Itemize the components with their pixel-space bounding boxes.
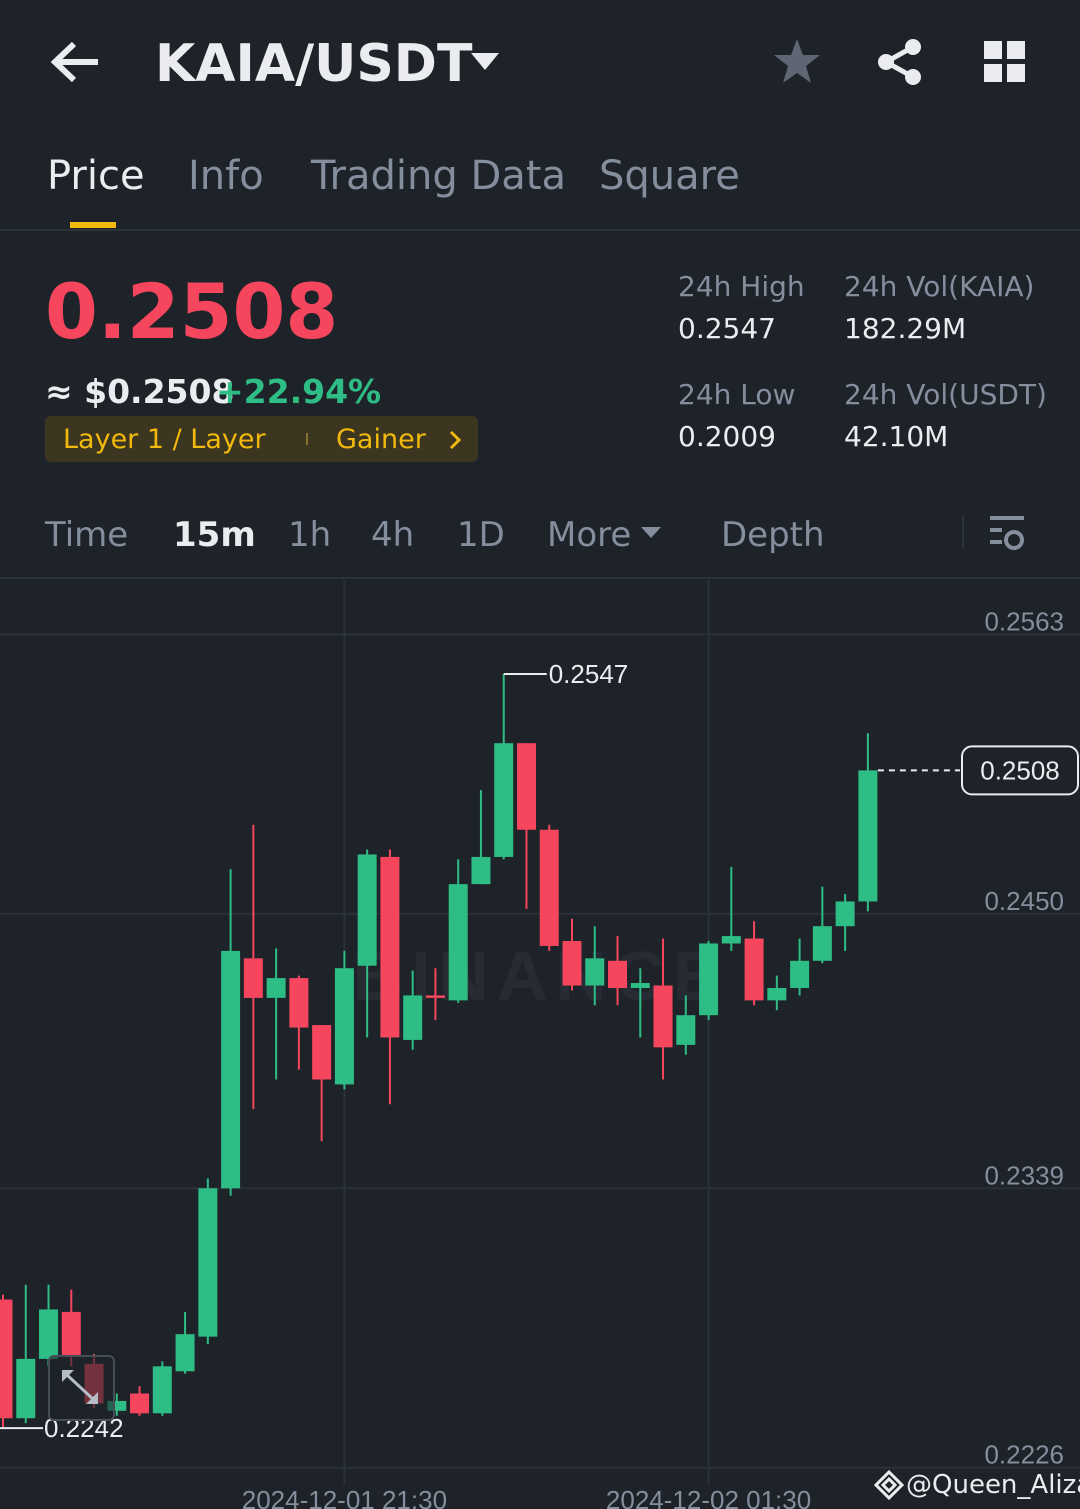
candle-body	[516, 743, 536, 830]
candle-body	[790, 960, 810, 988]
expand-icon	[62, 1370, 98, 1404]
candle-body	[289, 978, 309, 1028]
stat-value: 42.10M	[844, 420, 949, 453]
candle-body	[585, 958, 605, 986]
candle-body	[107, 1400, 127, 1411]
y-tick-label: 0.2226	[984, 1440, 1064, 1470]
y-tick-label: 0.2339	[984, 1160, 1064, 1190]
x-tick-label: 2024-12-02 01:30	[606, 1485, 811, 1509]
candle-body	[152, 1366, 172, 1414]
candle-body	[425, 995, 445, 998]
tag-separator	[306, 433, 308, 445]
stat-label: 24h Low	[678, 378, 796, 411]
interval[interactable]: Depth	[721, 515, 825, 555]
last-price-label: 0.2508	[980, 755, 1060, 785]
stat-value: 182.29M	[844, 312, 967, 345]
interval[interactable]: 1D	[457, 515, 505, 555]
candle-body	[653, 985, 673, 1048]
candle-body	[334, 968, 354, 1085]
candle-body	[539, 829, 559, 946]
credit-icon	[874, 1470, 904, 1500]
interval[interactable]: Time	[45, 515, 129, 555]
tab-indicator	[70, 222, 116, 228]
candle-body	[130, 1393, 150, 1414]
candlestick-chart: BINANCE 0.22260.23390.24500.25632024-12-…	[0, 580, 1080, 1509]
y-tick-label: 0.2563	[984, 606, 1064, 636]
candle-body	[198, 1188, 218, 1337]
interval[interactable]: 4h	[371, 515, 415, 555]
x-tick-label: 2024-12-01 21:30	[242, 1485, 447, 1509]
interval[interactable]: 15m	[173, 515, 256, 555]
last-price-tag	[961, 745, 1079, 796]
tag-box[interactable]	[45, 416, 478, 462]
candle-body	[767, 987, 787, 1001]
grid-icon[interactable]	[984, 41, 1026, 83]
stat-value: 0.2547	[678, 312, 776, 345]
max-label: 0.2547	[549, 659, 629, 689]
divider	[962, 515, 964, 549]
tag[interactable]: Layer 1 / Layer	[63, 424, 266, 455]
candle-body	[630, 983, 650, 988]
tab[interactable]: Price	[47, 153, 145, 199]
candle-body	[175, 1334, 195, 1372]
chart-settings-icon[interactable]	[988, 514, 1028, 554]
candle-body	[312, 1025, 332, 1080]
candle-body	[812, 926, 832, 961]
candle-body	[721, 936, 741, 944]
tab[interactable]: Square	[599, 153, 740, 199]
candle-body	[471, 856, 491, 885]
y-tick-label: 0.2450	[984, 886, 1064, 916]
candle-body	[744, 938, 764, 1001]
candle-body	[448, 884, 468, 1001]
candle-body	[562, 941, 582, 986]
tab[interactable]: Info	[188, 153, 264, 199]
tag-chevron	[449, 430, 462, 450]
pair-title[interactable]: KAIA/USDT	[155, 34, 473, 94]
share-icon[interactable]	[876, 38, 924, 86]
pair-caret[interactable]	[470, 52, 500, 72]
stat-value: 0.2009	[678, 420, 776, 453]
candle-body	[357, 854, 377, 966]
candle-body	[16, 1358, 36, 1419]
candle-body	[494, 743, 514, 857]
candle-body	[61, 1311, 81, 1357]
candle-body	[858, 770, 878, 902]
candle-body	[266, 978, 286, 998]
divider	[0, 577, 1080, 579]
stat-label: 24h Vol(USDT)	[844, 378, 1047, 411]
tag[interactable]: Gainer	[336, 424, 426, 455]
more-caret	[641, 527, 661, 538]
interval[interactable]: 1h	[288, 515, 332, 555]
candle-body	[221, 950, 241, 1189]
favorite-icon[interactable]	[773, 38, 821, 84]
divider	[0, 229, 1080, 231]
candle-body	[403, 995, 423, 1040]
candle-body	[699, 943, 719, 1016]
back-button[interactable]	[50, 40, 102, 84]
candle-body	[676, 1015, 696, 1045]
tab[interactable]: Trading Data	[311, 153, 566, 199]
credit: @Queen_Aliza	[906, 1470, 1080, 1500]
fiat-price: ≈ $0.2508	[45, 372, 235, 411]
price-change: +22.94%	[216, 372, 382, 411]
candle-body	[608, 960, 628, 988]
candle-body	[39, 1309, 59, 1359]
interval[interactable]: More	[547, 515, 632, 555]
candle-body	[380, 856, 400, 1038]
candle-body	[243, 958, 263, 998]
candle-body	[0, 1299, 13, 1419]
stat-label: 24h High	[678, 270, 805, 303]
candle-body	[835, 901, 855, 927]
stat-label: 24h Vol(KAIA)	[844, 270, 1035, 303]
last-price: 0.2508	[45, 267, 339, 356]
